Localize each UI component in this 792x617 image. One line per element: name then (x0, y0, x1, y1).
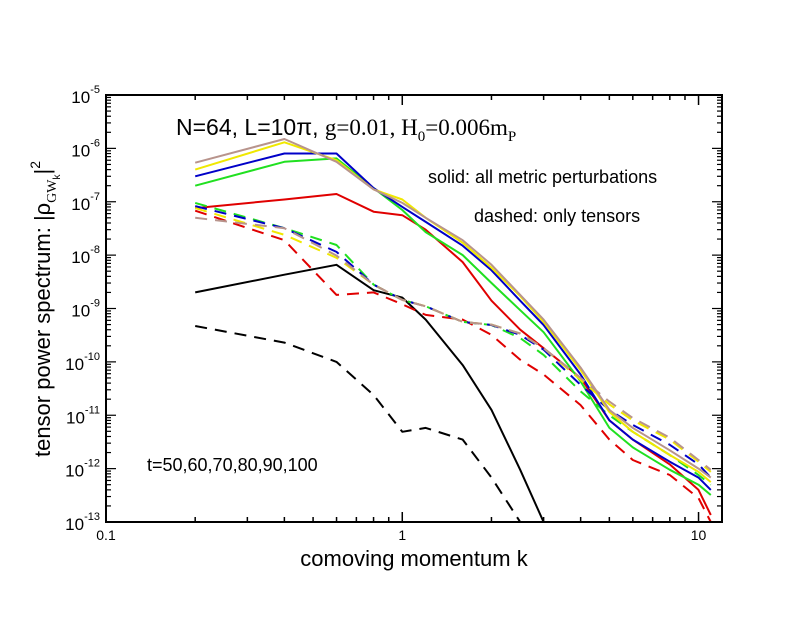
x-axis-label: comoving momentum k (300, 546, 528, 571)
series-line-4-solid (194, 157, 712, 496)
series-line-7-dashed (194, 205, 712, 479)
params-annotation: N=64, L=10π, g=0.01, H0=0.006mP (176, 114, 516, 145)
x-tick-labels: 0.1 1 10 (96, 527, 706, 543)
series-line-2-solid (195, 193, 712, 516)
solid-legend-annotation: solid: all metric perturbations (428, 167, 657, 187)
y-tick-label: 10-5 (71, 84, 100, 107)
x-tick-label: 1 (398, 527, 406, 543)
y-axis-label: tensor power spectrum: |ρGWk|2 (27, 161, 63, 457)
y-tick-label: 10-13 (65, 511, 100, 534)
y-tick-label: 10-8 (71, 244, 100, 267)
series-line-6-solid (194, 152, 712, 491)
y-tick-label: 10-9 (71, 298, 100, 321)
y-tick-label: 10-12 (65, 458, 100, 481)
times-annotation: t=50,60,70,80,90,100 (147, 455, 318, 475)
x-tick-label: 10 (691, 527, 707, 543)
series-line-5-dashed (194, 201, 712, 486)
y-tick-label: 10-10 (65, 351, 100, 374)
x-tick-label: 0.1 (96, 527, 116, 543)
series-layer (194, 138, 712, 522)
series-line-3-dashed (194, 209, 712, 522)
y-tick-label: 10-7 (71, 191, 100, 214)
y-tick-label: 10-11 (66, 404, 100, 427)
series-line-8-solid (194, 141, 712, 483)
dashed-legend-annotation: dashed: only tensors (474, 206, 640, 226)
series-line-1-dashed (195, 325, 522, 522)
tick-layer (105, 94, 722, 523)
series-line-0-solid (195, 263, 545, 522)
series-line-10-solid (194, 138, 712, 479)
y-tick-label: 10-6 (71, 137, 100, 160)
y-tick-labels: 10-5 10-6 10-7 10-8 10-9 10-10 10-11 10-12 10-13 (65, 84, 100, 534)
